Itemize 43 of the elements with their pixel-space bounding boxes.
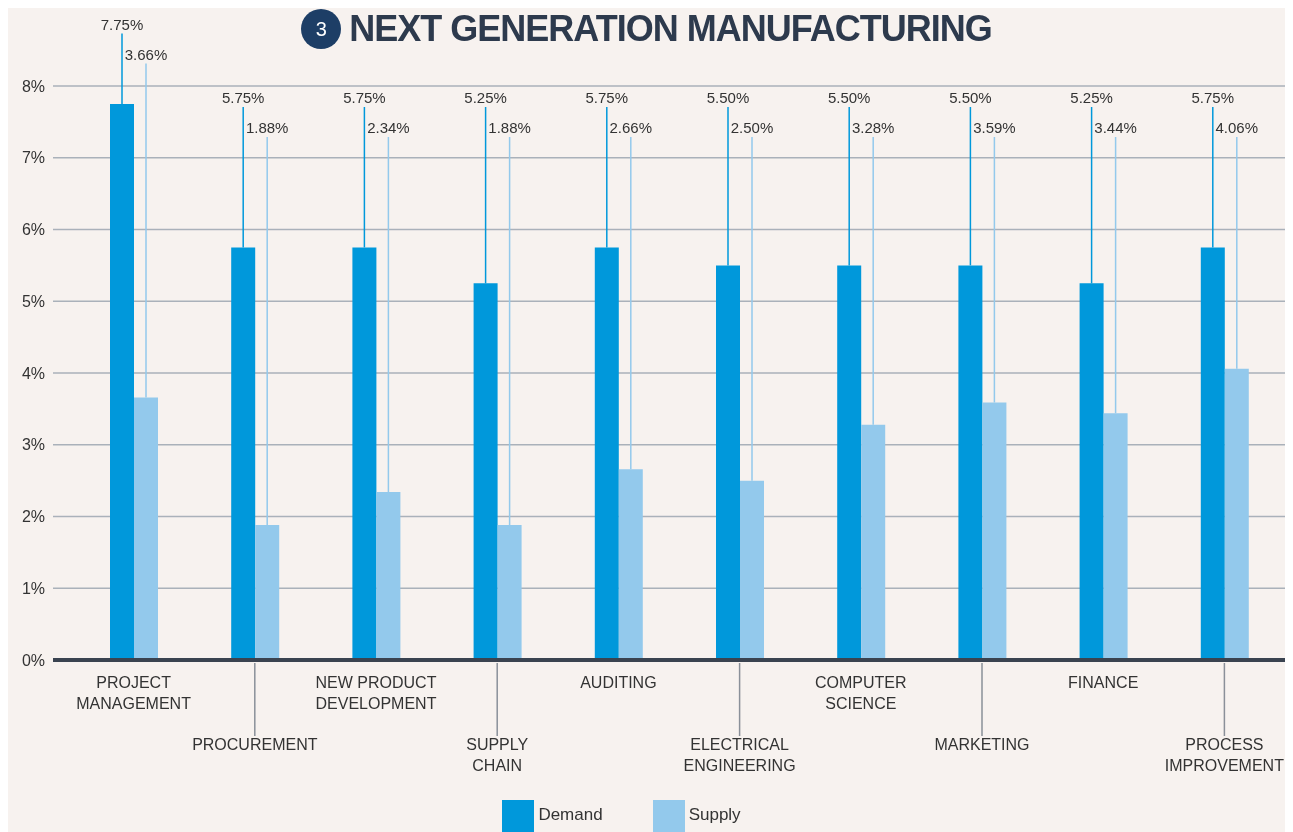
data-label: 1.88% bbox=[245, 119, 289, 136]
data-label: 5.75% bbox=[221, 89, 265, 106]
data-label: 4.06% bbox=[1215, 119, 1259, 136]
x-tick-label: PROCUREMENT bbox=[192, 736, 318, 753]
data-label: 5.25% bbox=[464, 89, 507, 106]
y-tick-label: 6% bbox=[21, 221, 45, 239]
x-tick-label: NEW PRODUCT DEVELOPMENT bbox=[315, 674, 437, 712]
data-label: 3.28% bbox=[851, 119, 895, 136]
data-label: 2.50% bbox=[730, 119, 774, 136]
data-label: 5.50% bbox=[949, 89, 992, 106]
chart-title: NEXT GENERATION MANUFACTURING bbox=[349, 8, 992, 50]
x-tick-label: PROCESS IMPROVEMENT bbox=[1164, 736, 1285, 774]
data-label: 5.50% bbox=[827, 89, 871, 106]
x-tick-label: FINANCE bbox=[1068, 674, 1139, 691]
data-label: 7.75% bbox=[100, 15, 144, 33]
data-label: 2.34% bbox=[367, 119, 410, 136]
x-tick-label: ELECTRICAL ENGINEERING bbox=[683, 736, 796, 774]
data-label: 5.75% bbox=[343, 89, 386, 106]
y-tick-label: 0% bbox=[21, 651, 45, 669]
legend-label: Demand bbox=[538, 805, 603, 825]
data-label: 3.66% bbox=[124, 45, 168, 63]
x-tick-label: MARKETING bbox=[934, 736, 1030, 753]
data-label: 1.88% bbox=[488, 119, 531, 136]
data-label: 5.75% bbox=[585, 89, 629, 106]
data-label: 5.50% bbox=[706, 89, 750, 106]
y-tick-label: 7% bbox=[21, 149, 45, 167]
y-tick-label: 1% bbox=[21, 579, 45, 597]
data-label: 2.66% bbox=[609, 119, 653, 136]
x-tick-label: AUDITING bbox=[580, 674, 657, 691]
data-label: 3.44% bbox=[1094, 119, 1137, 136]
x-tick-label: PROJECT MANAGEMENT bbox=[76, 674, 192, 712]
y-tick-label: 2% bbox=[21, 508, 45, 526]
data-label: 5.25% bbox=[1070, 89, 1113, 106]
x-tick-label: COMPUTER SCIENCE bbox=[815, 674, 907, 712]
y-tick-label: 3% bbox=[21, 436, 45, 454]
y-tick-label: 5% bbox=[21, 292, 45, 310]
data-label: 5.75% bbox=[1191, 89, 1235, 106]
y-tick-label: 8% bbox=[21, 77, 45, 95]
y-tick-label: 4% bbox=[21, 364, 45, 382]
circle-badge: 3 bbox=[301, 9, 342, 49]
legend-label: Supply bbox=[688, 805, 741, 825]
x-tick-label: SUPPLY CHAIN bbox=[466, 736, 529, 774]
data-label: 3.59% bbox=[973, 119, 1016, 136]
